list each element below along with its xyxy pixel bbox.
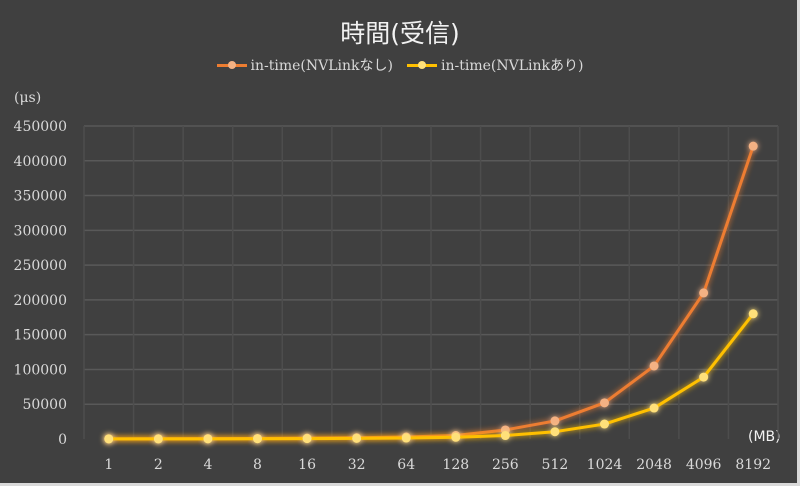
data-point xyxy=(500,431,510,441)
x-tick-label: 8192 xyxy=(735,457,771,473)
data-point xyxy=(699,372,709,382)
x-tick-label: 64 xyxy=(397,457,415,473)
series-line xyxy=(108,312,755,441)
legend-label: in-time(NVLinkあり) xyxy=(441,58,584,74)
data-point xyxy=(153,434,163,444)
x-tick-label: 256 xyxy=(492,457,519,473)
data-point xyxy=(550,416,560,426)
data-point xyxy=(253,434,262,444)
chart-title: 時間(受信) xyxy=(340,19,460,48)
y-tick-label: 150000 xyxy=(14,328,67,344)
data-point xyxy=(649,403,659,413)
y-tick-label: 350000 xyxy=(14,189,67,205)
series-2 xyxy=(104,309,758,444)
x-tick-label: 4096 xyxy=(686,457,722,473)
x-tick-label: 512 xyxy=(542,457,569,473)
y-tick-label: 100000 xyxy=(14,362,67,378)
y-tick-label: 450000 xyxy=(14,119,67,135)
data-point xyxy=(203,434,213,444)
x-tick-label: 2048 xyxy=(636,457,672,473)
data-point xyxy=(600,419,609,429)
x-tick-label: 1 xyxy=(104,457,113,473)
data-point xyxy=(550,427,560,437)
y-axis-unit: (μs) xyxy=(14,90,42,106)
data-point xyxy=(451,432,461,442)
y-tick-label: 400000 xyxy=(14,154,67,170)
x-tick-label: 128 xyxy=(442,457,469,473)
data-point xyxy=(649,361,659,371)
x-tick-label: 8 xyxy=(253,457,262,473)
y-tick-label: 300000 xyxy=(14,223,67,239)
legend-item-nvlink-on: in-time(NVLinkあり) xyxy=(407,55,583,75)
legend-item-nvlink-off: in-time(NVLinkなし) xyxy=(216,55,393,75)
y-tick-label: 50000 xyxy=(22,397,67,413)
y-tick-label: 0 xyxy=(58,432,67,448)
data-point xyxy=(104,434,114,444)
data-point xyxy=(352,433,362,443)
x-tick-label: 2 xyxy=(154,457,163,473)
data-point xyxy=(748,309,758,319)
x-tick-label: 16 xyxy=(298,457,316,473)
y-tick-label: 200000 xyxy=(14,293,67,309)
legend-label: in-time(NVLinkなし) xyxy=(250,58,393,74)
x-axis-unit: (MB) xyxy=(748,429,781,445)
x-tick-label: 32 xyxy=(348,457,366,473)
legend: in-time(NVLinkなし) in-time(NVLinkあり) xyxy=(0,55,800,75)
x-tick-label: 1024 xyxy=(587,457,623,473)
data-point xyxy=(699,288,709,298)
data-point xyxy=(302,434,312,444)
data-point xyxy=(401,433,411,443)
y-tick-label: 250000 xyxy=(14,258,67,274)
data-point xyxy=(748,141,758,151)
x-tick-label: 4 xyxy=(203,457,212,473)
legend-line-marker-icon xyxy=(407,60,437,69)
data-point xyxy=(600,398,609,408)
legend-line-marker-icon xyxy=(216,60,247,69)
